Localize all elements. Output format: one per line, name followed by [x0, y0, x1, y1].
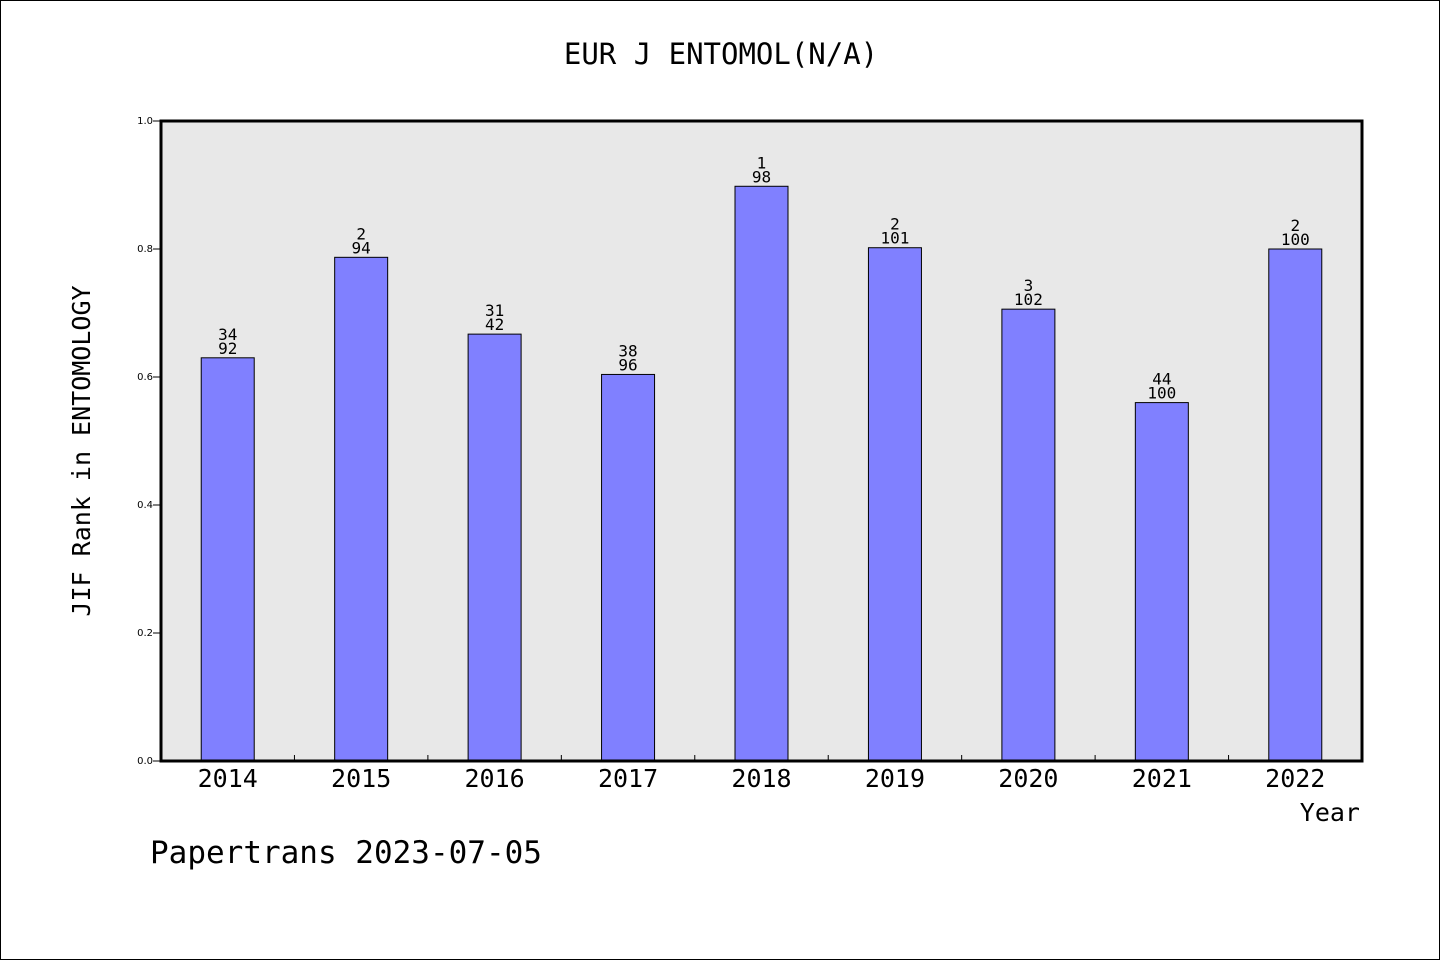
y-tick-label: 1.0 — [137, 116, 153, 127]
bar-total-label: 92 — [218, 339, 237, 358]
bar-rank-label: 2 — [890, 215, 900, 234]
bar-total-label: 94 — [352, 238, 371, 257]
bar-total-label: 101 — [880, 229, 909, 248]
x-axis-title: Year — [1300, 798, 1360, 827]
x-tick-label: 2015 — [331, 764, 391, 793]
bar-rank-label: 31 — [485, 301, 504, 320]
y-tick-label: 0.0 — [137, 756, 153, 767]
x-tick-label: 2017 — [598, 764, 658, 793]
bar-rank-label: 3 — [1024, 276, 1034, 295]
bar-2022 — [1268, 248, 1323, 762]
y-tick-label: 0.8 — [137, 244, 153, 255]
x-tick-label: 2016 — [465, 764, 525, 793]
bar-total-label: 96 — [618, 355, 637, 374]
bar-total-label: 42 — [485, 315, 504, 334]
bar-rank-label: 44 — [1152, 370, 1171, 389]
bar-rank-label: 1 — [757, 153, 767, 172]
x-tick-label: 2022 — [1265, 764, 1325, 793]
footer-watermark: Papertrans 2023-07-05 — [150, 835, 542, 871]
bar-total-label: 98 — [752, 167, 771, 186]
chart-title: EUR J ENTOMOL(N/A) — [563, 37, 879, 71]
plot-border — [159, 119, 1364, 763]
bar-total-label: 100 — [1147, 384, 1176, 403]
bar-2020 — [1001, 308, 1056, 762]
bar-rank-label: 2 — [356, 224, 366, 243]
bar-rank-label: 2 — [1290, 216, 1300, 235]
bar-total-label: 102 — [1014, 290, 1043, 309]
x-axis: 2014 2015 2016 2017 2018 2019 2020 2021 2022 — [198, 755, 1325, 793]
bar-2018 — [734, 185, 789, 762]
bar-total-label: 100 — [1281, 230, 1310, 249]
x-tick-label: 2018 — [731, 764, 791, 793]
y-tick-label: 0.6 — [137, 372, 153, 383]
y-tick-label: 0.4 — [137, 500, 153, 511]
bar-2021 — [1134, 402, 1189, 762]
y-axis: 0.0 0.2 0.4 0.6 0.8 1.0 — [137, 116, 161, 767]
y-tick-label: 0.2 — [137, 628, 153, 639]
bar-2017 — [601, 373, 656, 762]
bar-rank-label: 34 — [218, 325, 237, 344]
y-axis-title: JIF Rank in ENTOMOLOGY — [67, 285, 96, 616]
bar-2014 — [200, 357, 255, 762]
x-tick-label: 2021 — [1132, 764, 1192, 793]
bar-rank-label: 38 — [618, 341, 637, 360]
bar-2016 — [467, 333, 522, 762]
x-tick-label: 2019 — [865, 764, 925, 793]
x-tick-label: 2014 — [198, 764, 258, 793]
x-tick-label: 2020 — [998, 764, 1058, 793]
bar-2015 — [334, 256, 389, 762]
bar-2019 — [867, 247, 922, 762]
